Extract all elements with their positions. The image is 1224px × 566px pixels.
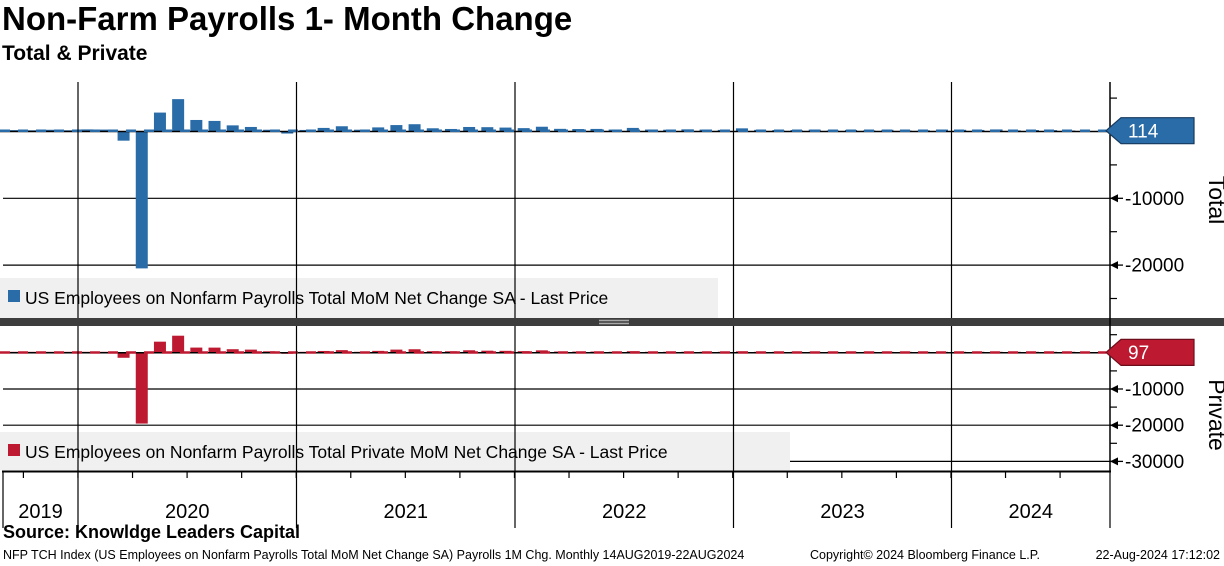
legend-total-row: US Employees on Nonfarm Payrolls Total M… [0, 278, 718, 318]
bar-private [244, 349, 257, 353]
last-price-badge-private: 97 [1105, 338, 1195, 366]
source-line: Source: Knowldge Leaders Capital [3, 522, 301, 542]
year-label: 2019 [18, 501, 63, 523]
badge-private-value: 97 [1128, 343, 1149, 364]
bar-private [135, 352, 148, 424]
bar-total [190, 119, 203, 132]
bar-private [335, 350, 348, 353]
bar-total [135, 131, 148, 269]
vertical-year-gridlines [77, 82, 953, 472]
legend-private-label: US Employees on Nonfarm Payrolls Total P… [25, 442, 668, 462]
year-label: 2023 [820, 501, 865, 523]
year-label: 2021 [384, 501, 429, 523]
panel-divider-handle-icon[interactable] [599, 319, 629, 325]
legend-total-bg [0, 278, 718, 318]
bar-total [372, 127, 385, 132]
bar-private [408, 349, 421, 353]
bar-total [172, 99, 185, 132]
legend-private-marker-icon [8, 444, 20, 456]
horizontal-gridlines [3, 197, 1110, 462]
footer-timestamp: 22-Aug-2024 17:12:02 [1095, 548, 1220, 562]
bar-total [408, 124, 421, 132]
y-tick-label: -20000 [1125, 416, 1184, 437]
bar-private [208, 347, 221, 353]
footer-copyright: Copyright© 2024 Bloomberg Finance L.P. [810, 548, 1040, 562]
axes-and-ticks: -10000 -20000 -10000 -20000 -30000 2019 2020 20… [2, 82, 1184, 528]
y-tick-label: -10000 [1125, 380, 1184, 401]
bar-private [172, 335, 185, 353]
bar-total [226, 125, 239, 132]
year-label: 2024 [1009, 501, 1054, 523]
tick-arrow-icon [1110, 385, 1118, 393]
page-subtitle: Total & Private [2, 42, 148, 65]
bar-total [335, 126, 348, 132]
bar-private [226, 349, 239, 353]
footer-index-description: NFP TCH Index (US Employees on Nonfarm P… [3, 548, 745, 562]
year-label: 2020 [165, 501, 210, 523]
bar-total [535, 126, 548, 132]
year-label: 2022 [602, 501, 647, 523]
badge-total-value: 114 [1128, 122, 1159, 143]
bar-total [390, 125, 403, 132]
bar-private [263, 351, 276, 353]
legend-private-row: US Employees on Nonfarm Payrolls Total P… [0, 432, 790, 470]
panel-divider-bar [0, 318, 1224, 326]
bar-private [117, 352, 130, 358]
bar-total [117, 131, 130, 141]
y-tick-label: -20000 [1125, 256, 1184, 277]
bar-total [317, 127, 330, 132]
bar-series [0, 99, 1076, 424]
legend-total-marker-icon [8, 290, 20, 302]
panel-divider [0, 318, 1224, 326]
badge-total-shape [1105, 117, 1195, 145]
y-tick-label: -30000 [1125, 452, 1184, 473]
last-price-badge-total: 114 [1105, 117, 1195, 145]
bar-private [153, 341, 166, 353]
tick-arrow-icon [1110, 261, 1118, 270]
bar-total [99, 129, 112, 132]
legend-total-label: US Employees on Nonfarm Payrolls Total M… [25, 288, 608, 308]
tick-arrow-icon [1110, 421, 1118, 430]
bar-private [317, 350, 330, 353]
tick-arrow-icon [1110, 457, 1118, 466]
bar-private [190, 347, 203, 353]
legend-private-bg [0, 432, 790, 470]
bar-total [244, 126, 257, 132]
bar-total [153, 112, 166, 132]
bar-total [281, 131, 294, 134]
axis-label-total: Total [1204, 176, 1224, 225]
last-price-dashed-lines [0, 129, 1106, 354]
y-tick-label: -10000 [1125, 189, 1184, 210]
bar-total [81, 129, 94, 132]
axis-label-private: Private [1204, 379, 1224, 451]
badge-private-shape [1105, 338, 1195, 366]
bar-total [44, 129, 57, 132]
bar-total [263, 129, 276, 132]
page-title: Non-Farm Payrolls 1- Month Change [2, 0, 573, 37]
bar-total [208, 120, 221, 132]
bar-total [463, 126, 476, 132]
bar-total [299, 129, 312, 132]
tick-arrow-icon [1110, 194, 1118, 203]
bar-total [481, 127, 494, 132]
